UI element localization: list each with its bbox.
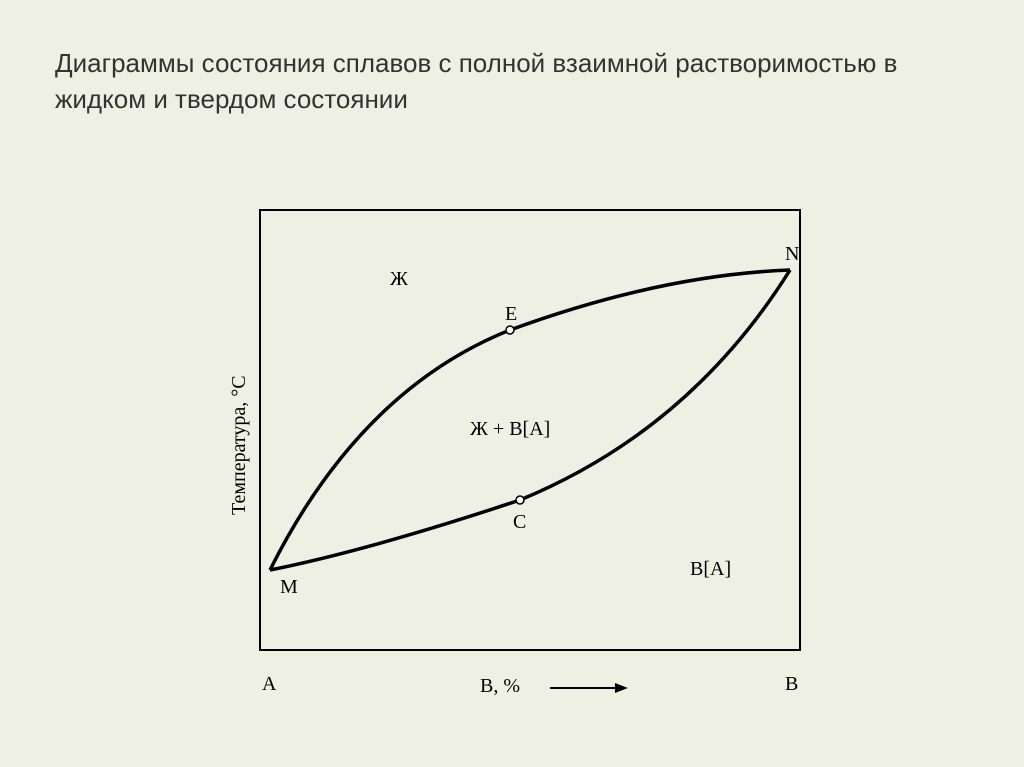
point-C-marker [516, 496, 524, 504]
page-title: Диаграммы состояния сплавов с полной вза… [55, 45, 969, 118]
point-N-label: N [785, 243, 799, 265]
corner-A-label: A [262, 673, 277, 695]
point-E-label: E [505, 303, 517, 325]
point-M-label: M [280, 576, 298, 598]
corner-B-label: B [785, 673, 798, 695]
diagram-svg: M N E C Ж Ж + В[А] В[А] Температура, °С … [190, 180, 830, 710]
y-axis-label: Температура, °С [228, 375, 250, 515]
phase-diagram: M N E C Ж Ж + В[А] В[А] Температура, °С … [190, 180, 830, 710]
region-liquid-label: Ж [390, 268, 408, 290]
point-C-label: C [513, 511, 526, 533]
x-axis-label: B, % [480, 675, 520, 697]
region-mixed-label: Ж + В[А] [470, 418, 550, 440]
point-E-marker [506, 326, 514, 334]
x-axis-arrow-head [615, 683, 628, 693]
region-solid-label: В[А] [690, 558, 731, 580]
